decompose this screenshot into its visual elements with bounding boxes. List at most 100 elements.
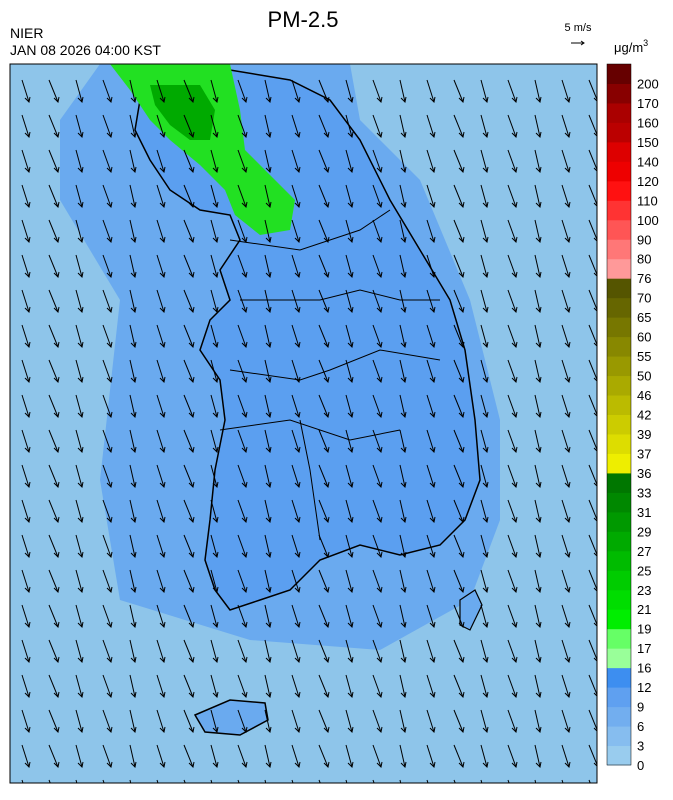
wind-arrow-head bbox=[53, 411, 60, 419]
wind-arrow-head bbox=[53, 341, 60, 349]
wind-arrow-head bbox=[53, 726, 60, 734]
wind-arrow bbox=[561, 744, 570, 768]
wind-arrow-head bbox=[323, 726, 330, 734]
wind-arrow-head bbox=[265, 761, 272, 769]
wind-arrow-head bbox=[400, 726, 407, 734]
wind-arrow-head bbox=[511, 376, 518, 384]
wind-arrow bbox=[156, 324, 165, 348]
wind-arrow bbox=[480, 114, 488, 138]
colorbar-segment bbox=[607, 472, 631, 493]
wind-arrow bbox=[372, 604, 382, 628]
wind-arrow bbox=[507, 184, 517, 208]
wind-arrow-head bbox=[564, 376, 571, 384]
wind-arrow bbox=[534, 429, 541, 453]
wind-arrow-head bbox=[241, 96, 248, 104]
wind-arrow-head bbox=[511, 691, 518, 699]
wind-arrow bbox=[561, 219, 570, 243]
wind-arrow bbox=[507, 254, 517, 278]
wind-arrow bbox=[264, 324, 271, 348]
wind-arrow bbox=[561, 324, 570, 348]
wind-arrow bbox=[534, 394, 541, 418]
wind-arrow-head bbox=[106, 481, 113, 489]
wind-arrow-head bbox=[400, 411, 407, 419]
wind-arrow bbox=[156, 79, 165, 103]
wind-arrow bbox=[129, 534, 136, 558]
wind-arrow-head bbox=[241, 271, 248, 279]
wind-arrow bbox=[183, 79, 194, 103]
colorbar-segment bbox=[607, 395, 631, 415]
wind-arrow-head bbox=[294, 96, 301, 104]
wind-arrow-head bbox=[106, 236, 113, 244]
wind-arrow-head bbox=[429, 761, 436, 769]
wind-arrow bbox=[156, 429, 165, 453]
wind-arrow bbox=[21, 429, 30, 453]
wind-arrow-head bbox=[347, 271, 354, 279]
wind-arrow bbox=[534, 79, 541, 103]
wind-arrow-head bbox=[593, 132, 597, 137]
wind-arrow-head bbox=[241, 761, 248, 769]
wind-arrow bbox=[426, 429, 435, 453]
wind-arrow-head bbox=[458, 586, 465, 594]
wind-arrow bbox=[453, 254, 464, 278]
wind-arrow-head bbox=[188, 726, 195, 734]
wind-arrow bbox=[129, 499, 136, 523]
wind-arrow bbox=[237, 569, 247, 593]
wind-arrow bbox=[210, 219, 218, 243]
wind-arrow bbox=[426, 359, 435, 383]
wind-arrow-head bbox=[347, 761, 354, 769]
wind-scale-label: 5 m/s bbox=[565, 22, 592, 34]
wind-arrow bbox=[453, 744, 464, 768]
wind-arrow-head bbox=[130, 621, 137, 629]
wind-arrow-head bbox=[482, 621, 489, 629]
wind-arrow-head bbox=[376, 761, 383, 769]
wind-arrow-head bbox=[53, 481, 60, 489]
wind-arrow bbox=[102, 359, 112, 383]
wind-arrow bbox=[534, 744, 541, 768]
wind-arrow-head bbox=[188, 481, 195, 489]
wind-arrow bbox=[183, 569, 194, 593]
wind-arrow bbox=[345, 604, 353, 628]
wind-arrow-head bbox=[511, 621, 518, 629]
wind-arrow bbox=[534, 219, 541, 243]
colorbar-label: 0 bbox=[637, 758, 644, 773]
unit: μg/m3 bbox=[614, 38, 648, 55]
wind-arrow-head bbox=[241, 446, 248, 454]
wind-arrow-head bbox=[564, 201, 571, 209]
wind-arrow-head bbox=[188, 446, 195, 454]
wind-arrow bbox=[48, 114, 59, 138]
wind-arrow-head bbox=[400, 306, 407, 314]
wind-arrow-head bbox=[188, 551, 195, 559]
wind-arrow-head bbox=[24, 446, 31, 454]
wind-arrow-head bbox=[53, 96, 60, 104]
wind-arrow bbox=[291, 79, 300, 103]
colorbar-segment bbox=[607, 648, 631, 669]
colorbar-label: 21 bbox=[637, 602, 651, 617]
wind-arrow bbox=[399, 324, 406, 348]
wind-arrow-head bbox=[535, 201, 542, 209]
wind-arrow-head bbox=[159, 621, 166, 629]
wind-arrow bbox=[21, 219, 30, 243]
colorbar-segment bbox=[607, 453, 631, 474]
wind-arrow bbox=[372, 289, 382, 313]
wind-arrow-head bbox=[323, 621, 330, 629]
wind-arrow-head bbox=[511, 726, 518, 734]
wind-arrow-head bbox=[564, 96, 571, 104]
wind-arrow-head bbox=[159, 586, 166, 594]
wind-arrow bbox=[102, 289, 112, 313]
wind-arrow bbox=[480, 569, 488, 593]
wind-arrow-head bbox=[212, 446, 219, 454]
wind-arrow bbox=[318, 429, 329, 453]
colorbar-segment bbox=[607, 609, 631, 630]
wind-arrow bbox=[183, 744, 194, 768]
wind-arrow-head bbox=[511, 341, 518, 349]
wind-arrow-head bbox=[159, 131, 166, 139]
wind-arrow-head bbox=[106, 516, 113, 524]
wind-arrow bbox=[453, 114, 464, 138]
wind-arrow bbox=[291, 639, 300, 663]
colorbar-label: 39 bbox=[637, 427, 651, 442]
wind-arrow-head bbox=[482, 446, 489, 454]
wind-arrow bbox=[507, 79, 517, 103]
wind-arrow-head bbox=[159, 411, 166, 419]
wind-arrow-head bbox=[482, 131, 489, 139]
